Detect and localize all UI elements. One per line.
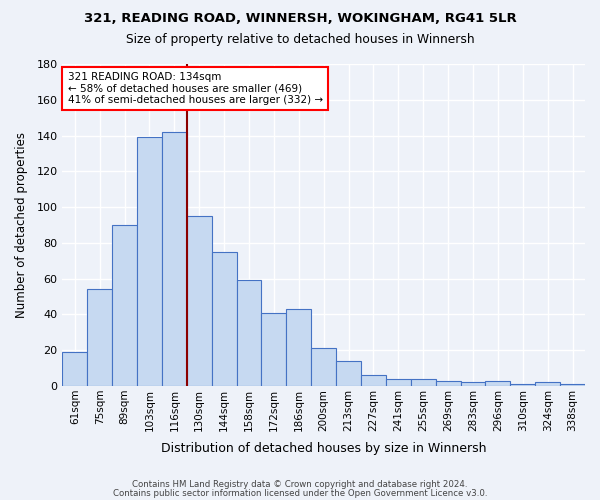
Bar (187, 216, 212, 386)
Text: Contains public sector information licensed under the Open Government Licence v3: Contains public sector information licen… (113, 488, 487, 498)
Bar (436, 380, 461, 386)
Text: Contains HM Land Registry data © Crown copyright and database right 2024.: Contains HM Land Registry data © Crown c… (132, 480, 468, 489)
Bar (112, 225, 137, 386)
Text: 321, READING ROAD, WINNERSH, WOKINGHAM, RG41 5LR: 321, READING ROAD, WINNERSH, WOKINGHAM, … (83, 12, 517, 26)
Bar (361, 376, 386, 386)
Text: Size of property relative to detached houses in Winnersh: Size of property relative to detached ho… (125, 32, 475, 46)
Bar (311, 348, 336, 386)
Y-axis label: Number of detached properties: Number of detached properties (15, 132, 28, 318)
Bar (535, 382, 560, 386)
Bar (212, 252, 236, 386)
Bar (336, 361, 361, 386)
Bar (87, 290, 112, 386)
Bar (411, 379, 436, 386)
Bar (386, 379, 411, 386)
Bar (286, 309, 311, 386)
Bar (162, 132, 187, 386)
Bar (137, 138, 162, 386)
Bar (236, 280, 262, 386)
Bar (262, 312, 286, 386)
Bar (511, 384, 535, 386)
Bar (560, 384, 585, 386)
Bar (62, 352, 87, 386)
Bar (461, 382, 485, 386)
Bar (485, 380, 511, 386)
Text: 321 READING ROAD: 134sqm
← 58% of detached houses are smaller (469)
41% of semi-: 321 READING ROAD: 134sqm ← 58% of detach… (68, 72, 323, 105)
X-axis label: Distribution of detached houses by size in Winnersh: Distribution of detached houses by size … (161, 442, 487, 455)
